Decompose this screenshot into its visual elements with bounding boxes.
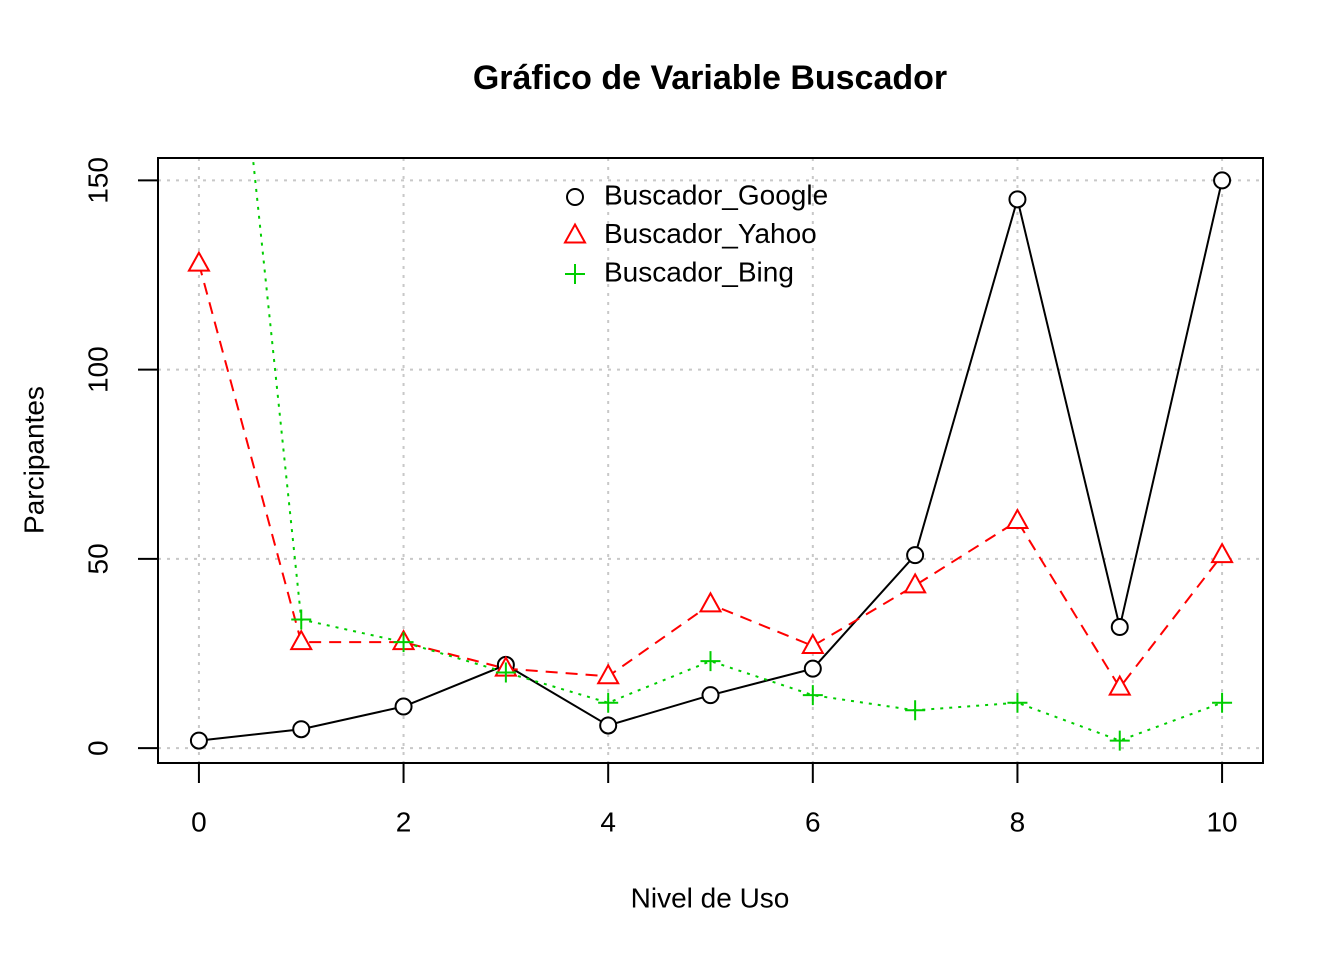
y-tick-label: 100: [82, 346, 113, 393]
point: [801, 632, 825, 654]
point: [187, 250, 211, 272]
point: [292, 720, 311, 739]
plot-area: [187, 158, 1234, 751]
chart-title: Gráfico de Variable Buscador: [473, 59, 947, 97]
point: [596, 663, 620, 685]
plot-frame: [157, 157, 1264, 764]
legend-symbol: [565, 264, 585, 284]
series-line: [197, 263, 1223, 690]
point: [906, 546, 925, 565]
legend: Buscador_Google Buscador_Yahoo Buscador_Bi…: [563, 179, 828, 287]
point: [1008, 190, 1027, 209]
point: [701, 686, 720, 705]
y-tick-label: 150: [82, 157, 113, 204]
point: [291, 609, 312, 630]
point: [394, 697, 413, 716]
point: [393, 632, 414, 653]
point: [1212, 692, 1233, 713]
y-tick-label: 50: [82, 543, 113, 574]
point: [1005, 508, 1030, 530]
point: [1210, 542, 1234, 564]
point: [905, 700, 926, 721]
x-tick-label: 10: [1206, 806, 1237, 837]
point: [598, 692, 619, 713]
point: [903, 572, 927, 594]
point: [1109, 730, 1130, 751]
point: [802, 685, 823, 706]
x-tick-label: 0: [191, 806, 207, 837]
point: [599, 716, 618, 735]
x-tick-label: 4: [600, 806, 616, 837]
legend-symbol: [563, 222, 587, 244]
point: [1213, 171, 1232, 190]
point: [1110, 618, 1129, 637]
legend-label: Buscador_Bing: [604, 256, 794, 287]
y-tick-label: 0: [82, 740, 113, 756]
x-axis-label: Nivel de Uso: [631, 882, 790, 913]
x-tick-label: 6: [805, 806, 821, 837]
point: [700, 651, 721, 672]
point: [189, 731, 208, 750]
legend-label: Buscador_Yahoo: [604, 218, 817, 249]
x-tick-label: 2: [396, 806, 412, 837]
point: [1108, 674, 1132, 696]
legend-label: Buscador_Google: [604, 179, 828, 210]
point: [289, 629, 313, 651]
legend-symbol: [566, 188, 584, 206]
point: [698, 591, 723, 613]
y-axis-label: Parcipantes: [18, 386, 49, 534]
x-tick-label: 8: [1010, 806, 1026, 837]
point: [1007, 692, 1028, 713]
point: [803, 659, 822, 678]
point: [495, 662, 516, 683]
